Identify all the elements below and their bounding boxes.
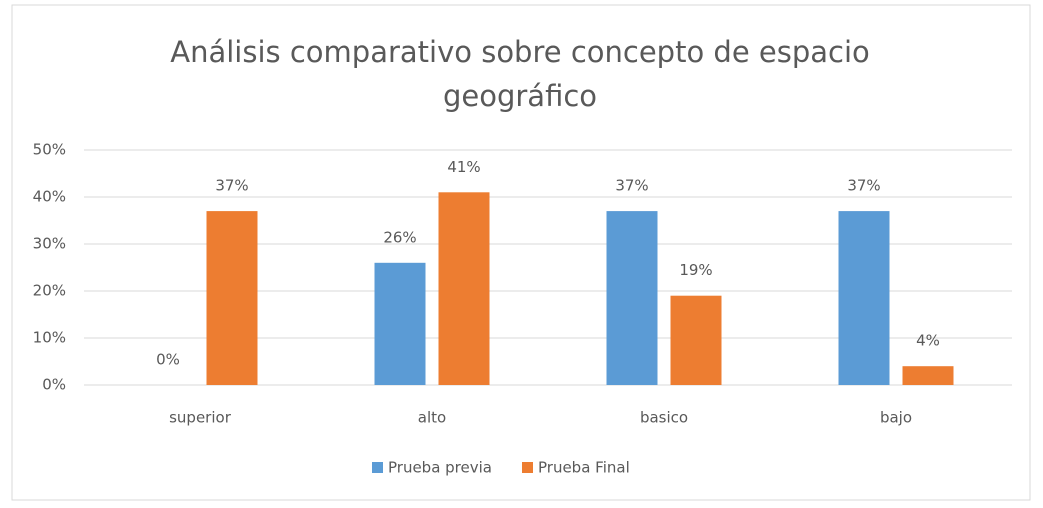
chart-title: Análisis comparativo sobre concepto de e… [170,35,870,113]
legend-label: Prueba previa [388,459,492,477]
y-tick-label: 0% [42,376,66,394]
data-label: 37% [847,177,880,195]
legend-label: Prueba Final [538,459,630,477]
y-tick-label: 30% [33,235,66,253]
x-tick-label: bajo [880,409,912,427]
data-label: 41% [447,158,480,176]
bar [374,262,426,385]
bar [670,295,722,385]
y-tick-label: 10% [33,329,66,347]
x-tick-label: superior [169,409,232,427]
data-label: 26% [383,228,416,246]
bar [902,366,954,385]
bar [438,192,490,385]
data-label: 0% [156,351,180,369]
data-label: 37% [615,177,648,195]
x-tick-label: alto [418,409,446,427]
y-tick-label: 40% [33,188,66,206]
legend-swatch [522,462,533,473]
data-label: 19% [679,261,712,279]
bar [838,211,890,385]
legend-swatch [372,462,383,473]
data-label: 4% [916,332,940,350]
y-tick-label: 20% [33,282,66,300]
x-tick-label: basico [640,409,688,427]
y-tick-label: 50% [33,141,66,159]
data-label: 37% [215,177,248,195]
bar [206,211,258,385]
bar [606,211,658,385]
